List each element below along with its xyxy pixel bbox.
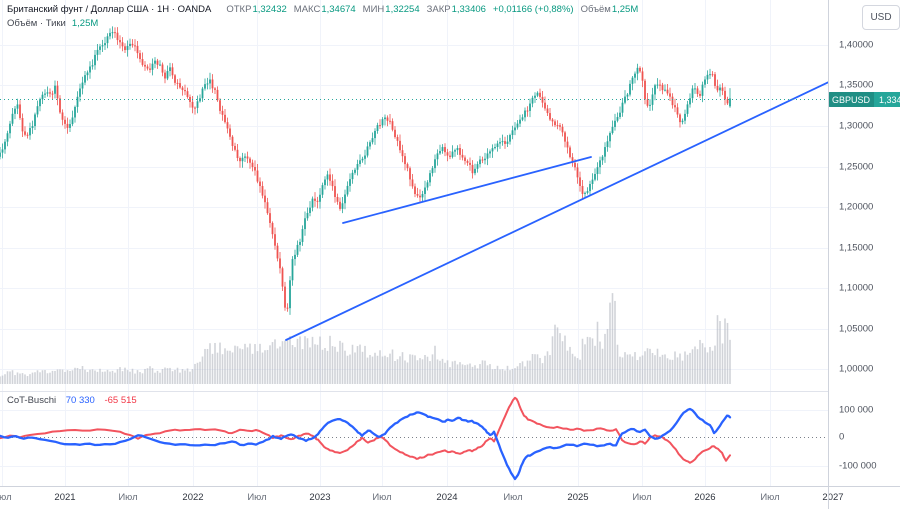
legend-row-volume-study: Объём · Тики 1,25М [7, 17, 638, 30]
current-price-symbol: GBPUSD [828, 92, 875, 107]
axis-tick-label: 1,30000 [839, 120, 874, 132]
axis-tick-label: -100 000 [839, 460, 877, 472]
axis-tick-label: 1,05000 [839, 323, 874, 335]
close-label: ЗАКР [426, 4, 451, 15]
time-tick-label: 2027 [822, 492, 844, 503]
time-tick-label: Июл [372, 492, 392, 503]
close-value: 1,33406 [451, 4, 486, 15]
axis-tick-label: 0 [839, 431, 845, 443]
time-tick-label: Июл [503, 492, 523, 503]
chart-canvas[interactable] [0, 0, 828, 486]
price-axis[interactable]: USD GBPUSD 1,33406 1,40000 1,35000 1,30000… [828, 0, 900, 486]
axis-tick-label: 1,10000 [839, 282, 874, 294]
time-tick-label: Июл [247, 492, 267, 503]
price-axis-border [828, 0, 829, 509]
axis-tick-label: 1,25000 [839, 161, 874, 173]
time-tick-label: 2025 [567, 492, 589, 503]
current-price-tag: GBPUSD 1,33406 [828, 92, 900, 107]
legend-row-main: Британский фунт / Доллар США · 1Н · OAND… [7, 3, 638, 16]
axis-tick-label: 1,20000 [839, 201, 874, 213]
change-value: +0,01166 (+0,88%) [492, 4, 574, 15]
volume-value: 1,25М [611, 4, 639, 15]
indicator-legend: CoT-Buschi 70 330 -65 515 [7, 394, 137, 407]
open-value: 1,32432 [252, 4, 287, 15]
axis-tick-label: 1,35000 [839, 79, 874, 91]
axis-tick-label: 1,00000 [839, 363, 874, 375]
high-value: 1,34674 [321, 4, 356, 15]
open-label: ОТКР [226, 4, 252, 15]
low-label: МИН [362, 4, 385, 15]
indicator-name[interactable]: CoT-Buschi [7, 395, 57, 406]
indicator-value-red: -65 515 [104, 395, 137, 406]
time-axis[interactable]: Июл 2021 Июл 2022 Июл 2023 Июл 2024 Июл 2025 Июл 20… [0, 486, 900, 509]
time-tick-label: 2023 [309, 492, 331, 503]
time-tick-label: 2021 [54, 492, 76, 503]
low-value: 1,32254 [385, 4, 420, 15]
time-tick-label: 2026 [694, 492, 716, 503]
time-tick-label: Июл [632, 492, 652, 503]
volume-study-value: 1,25М [71, 18, 99, 29]
chart-legend: Британский фунт / Доллар США · 1Н · OAND… [7, 3, 638, 30]
time-tick-label: Июл [118, 492, 138, 503]
axis-tick-label: 1,40000 [839, 39, 874, 51]
indicator-value-blue: 70 330 [65, 395, 95, 406]
time-tick-label: Июл [0, 492, 12, 503]
symbol-title[interactable]: Британский фунт / Доллар США · 1Н · OAND… [7, 4, 212, 15]
high-label: МАКС [293, 4, 321, 15]
current-price-value: 1,33406 [879, 94, 900, 105]
axis-tick-label: 1,15000 [839, 242, 874, 254]
time-tick-label: Июл [760, 492, 780, 503]
axis-tick-label: 100 000 [839, 404, 874, 416]
time-tick-label: 2022 [182, 492, 204, 503]
time-tick-label: 2024 [436, 492, 458, 503]
volume-label: Объём [580, 4, 611, 15]
volume-study-label[interactable]: Объём · Тики [7, 18, 66, 29]
currency-button[interactable]: USD [862, 5, 900, 30]
